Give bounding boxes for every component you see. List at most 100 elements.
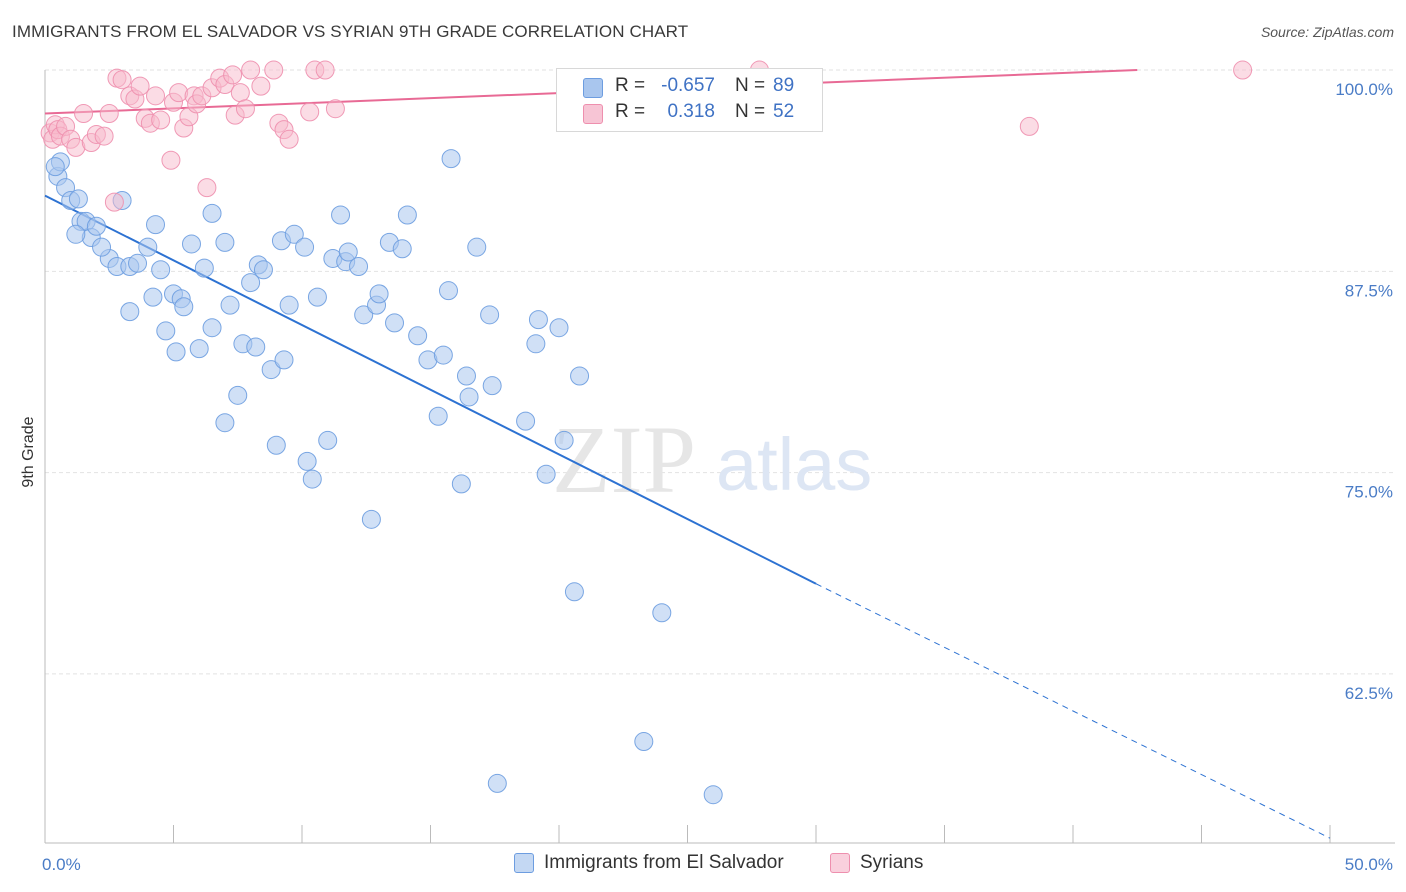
point-el-salvador [45,157,65,177]
point-el-salvador [266,435,286,455]
legend-r-value: -0.657 [661,75,715,96]
point-el-salvador [66,224,86,244]
y-tick-label: 100.0% [1335,80,1393,99]
point-syrian [325,99,345,119]
point-syrian [235,99,255,119]
point-el-salvador [241,273,261,293]
point-el-salvador [438,281,458,301]
legend-label-el-salvador: Immigrants from El Salvador [544,852,784,873]
point-syrian [223,65,243,85]
point-syrian [1019,116,1039,136]
point-el-salvador [408,326,428,346]
point-el-salvador [397,205,417,225]
point-syrian [230,83,250,103]
point-el-salvador [526,334,546,354]
legend-row-el-salvador: R = -0.657 N = 89 [557,75,822,101]
point-el-salvador [482,376,502,396]
point-el-salvador [480,305,500,325]
correlation-legend: R = -0.657 N = 89 R = 0.318 N = 52 [556,68,823,132]
point-syrian [94,126,114,146]
point-el-salvador [549,318,569,338]
point-syrian [264,60,284,80]
point-el-salvador [297,451,317,471]
point-el-salvador [253,260,273,280]
point-el-salvador [354,305,374,325]
legend-item-el-salvador: Immigrants from El Salvador [514,852,784,874]
point-el-salvador [703,785,723,805]
point-syrian [104,192,124,212]
point-el-salvador [564,582,584,602]
legend-r-value: 0.318 [667,101,715,122]
point-el-salvador [146,215,166,235]
point-el-salvador [361,509,381,529]
point-el-salvador [151,260,171,280]
point-el-salvador [166,342,186,362]
legend-n-label: N = [735,75,766,96]
point-syrian [112,70,132,90]
point-el-salvador [86,216,106,236]
grid-lines [45,69,1395,675]
axes [44,70,1395,844]
point-el-salvador [215,232,235,252]
point-el-salvador [279,295,299,315]
y-axis-title: 9th Grade [20,416,37,487]
point-syrian [161,150,181,170]
point-el-salvador [202,203,222,223]
legend-swatch-blue [514,853,534,873]
point-el-salvador [451,474,471,494]
point-el-salvador [385,313,405,333]
y-tick-label: 75.0% [1345,483,1393,502]
legend-n-label: N = [735,101,766,122]
point-el-salvador [338,242,358,262]
point-el-salvador [652,603,672,623]
point-el-salvador [318,430,338,450]
point-el-salvador [516,411,536,431]
point-el-salvador [487,773,507,793]
y-tick-label: 62.5% [1345,684,1393,703]
point-el-salvador [428,406,448,426]
point-el-salvador [392,239,412,259]
point-el-salvador [456,366,476,386]
legend-r-label: R = [615,75,646,96]
point-el-salvador [181,234,201,254]
legend-n-value: 52 [773,101,795,122]
legend-swatch-pink [830,853,850,873]
point-syrian [241,60,261,80]
series-legend: Immigrants from El Salvador Syrians [0,852,1406,876]
point-el-salvador [369,284,389,304]
point-el-salvador [302,469,322,489]
point-el-salvador [331,205,351,225]
point-syrian [251,76,271,96]
point-el-salvador [634,732,654,752]
point-syrian [197,178,217,198]
point-syrian [74,104,94,124]
point-el-salvador [295,237,315,257]
point-el-salvador [349,257,369,277]
watermark-atlas: atlas [716,423,872,506]
point-el-salvador [441,149,461,169]
point-el-salvador [459,387,479,407]
chart-title: IMMIGRANTS FROM EL SALVADOR VS SYRIAN 9T… [12,22,689,41]
point-el-salvador [156,321,176,341]
point-syrian [300,102,320,122]
point-el-salvador [143,287,163,307]
legend-swatch-blue [583,78,603,98]
data-points [40,60,1253,805]
legend-row-syrians: R = 0.318 N = 52 [557,101,822,127]
point-syrian [1233,60,1253,80]
x-tick-label: 50.0% [1345,855,1393,874]
point-el-salvador [215,413,235,433]
watermark: ZIP atlas [552,406,872,513]
axis-labels: 62.5% 75.0% 87.5% 100.0% 0.0% 50.0% 9th Grade [20,80,1393,874]
point-el-salvador [138,237,158,257]
point-el-salvador [220,295,240,315]
point-syrian [151,110,171,130]
y-tick-label: 87.5% [1345,281,1393,300]
point-el-salvador [246,337,266,357]
point-el-salvador [570,366,590,386]
source-label: Source: ZipAtlas.com [1260,24,1394,40]
point-el-salvador [202,318,222,338]
point-syrian [99,104,119,124]
point-el-salvador [307,287,327,307]
